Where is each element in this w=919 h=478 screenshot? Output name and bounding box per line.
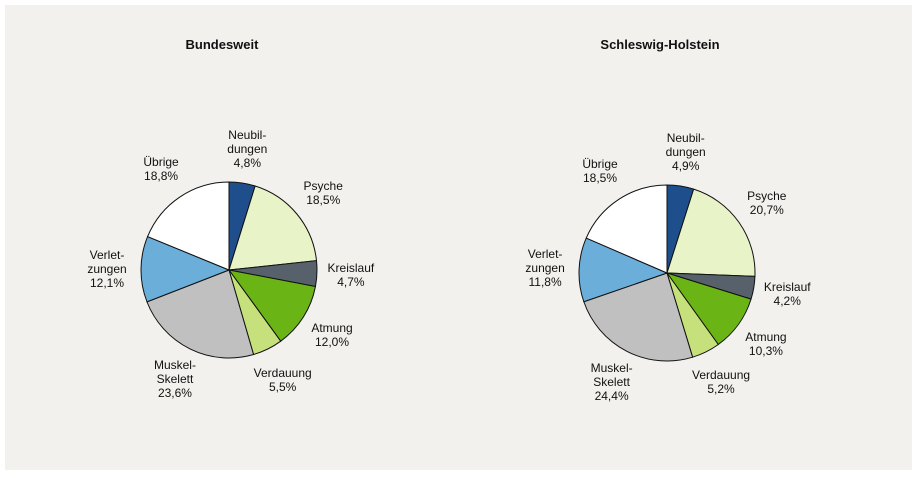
value-label: 12,1% — [89, 275, 125, 290]
slice-label: Neubil- dungen 4,9% — [666, 131, 706, 173]
pie-slice — [578, 237, 669, 303]
category-label: Kreislauf — [763, 279, 811, 294]
value-label: 10,3% — [748, 344, 783, 359]
pie-slice — [140, 235, 231, 303]
slice-label: Neubil- dungen 4,8% — [227, 128, 267, 170]
slice-label: Muskel- Skelett 24,4% — [591, 361, 633, 403]
pie-slice — [227, 269, 317, 342]
value-label: 20,7% — [749, 202, 784, 217]
value-label: 23,6% — [157, 386, 192, 401]
category-label: Psyche — [747, 188, 787, 203]
pie-slice — [228, 185, 318, 271]
slice-label: Muskel- Skelett 23,6% — [154, 358, 196, 400]
value-label: 4,7% — [337, 274, 365, 289]
value-label: 11,8% — [528, 275, 562, 290]
slice-label: Verlet- zungen 11,8% — [525, 247, 564, 289]
category-label: Muskel- Skelett — [590, 360, 633, 389]
category-label: Muskel- Skelett — [153, 358, 196, 387]
category-label: Verlet- zungen — [87, 247, 127, 276]
pie-slice — [666, 188, 756, 277]
slice-label: Verdauung 5,2% — [692, 368, 750, 396]
slice-label: Übrige 18,5% — [582, 157, 617, 185]
slice-label: Verdauung 5,5% — [254, 366, 312, 394]
chart-title: Bundesweit — [185, 37, 259, 52]
value-label: 5,2% — [707, 382, 735, 397]
slice-label: Psyche 20,7% — [747, 189, 786, 217]
value-label: 12,0% — [314, 335, 350, 350]
value-label: 18,5% — [306, 192, 341, 207]
slice-label: Psyche 18,5% — [304, 179, 343, 207]
chart-title: Schleswig-Holstein — [600, 37, 720, 52]
value-label: 4,8% — [233, 156, 261, 171]
slice-label: Übrige 18,8% — [143, 155, 178, 183]
value-label: 4,9% — [672, 159, 700, 174]
category-label: Atmung — [311, 321, 353, 336]
slice-label: Verlet- zungen 12,1% — [87, 248, 126, 290]
slice-label: Atmung 10,3% — [745, 330, 786, 358]
category-label: Psyche — [303, 178, 343, 193]
category-label: Übrige — [582, 157, 618, 172]
slice-label: Kreislauf 4,2% — [764, 280, 811, 308]
category-label: Verdauung — [691, 368, 751, 383]
value-label: 5,5% — [268, 379, 297, 394]
slice-label: Atmung 12,0% — [311, 321, 352, 349]
category-label: Verdauung — [253, 365, 312, 380]
category-label: Kreislauf — [327, 260, 375, 275]
category-label: Neubil- dungen — [665, 131, 706, 160]
category-label: Atmung — [745, 330, 787, 345]
value-label: 24,4% — [594, 388, 629, 403]
category-label: Verlet- zungen — [525, 247, 565, 276]
value-label: 4,2% — [773, 293, 801, 308]
pie-slice — [583, 272, 694, 362]
value-label: 18,5% — [582, 171, 618, 186]
value-label: 18,8% — [144, 168, 179, 183]
pie-slice — [146, 181, 230, 271]
pie-slice — [585, 184, 668, 274]
category-label: Übrige — [143, 154, 179, 169]
category-label: Neubil- dungen — [227, 128, 268, 157]
slice-label: Kreislauf 4,7% — [328, 261, 375, 289]
